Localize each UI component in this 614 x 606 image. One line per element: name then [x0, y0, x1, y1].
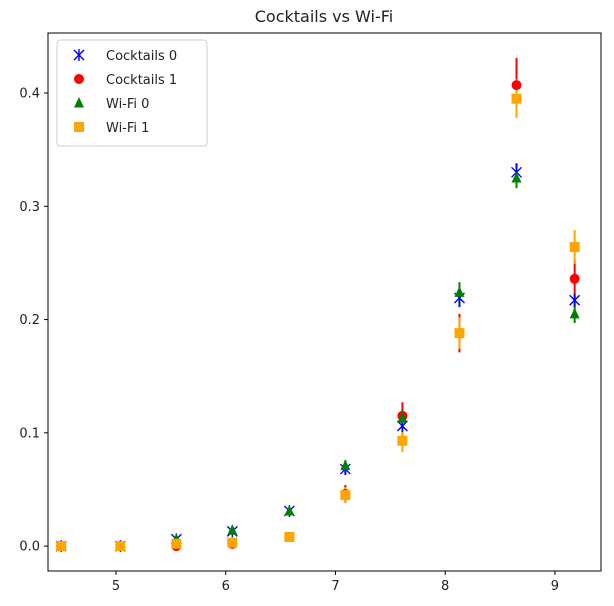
y-tick-label: 0.4	[19, 87, 40, 102]
wi-fi-1-point	[454, 328, 465, 339]
x-tick-label: 8	[441, 579, 449, 594]
chart-title: Cocktails vs Wi-Fi	[255, 7, 393, 26]
x-tick-label: 6	[222, 579, 230, 594]
wi-fi-0-point	[340, 459, 351, 471]
wi-fi-0-point	[397, 412, 408, 423]
x-axis: 5 6 7 8 9	[112, 571, 559, 594]
markers-layer	[55, 80, 581, 553]
plot-frame	[47, 32, 602, 572]
x-tick-label: 7	[331, 579, 339, 594]
y-tick-label: 0.2	[19, 313, 40, 328]
x-tick-label: 5	[112, 579, 120, 594]
cocktails-0-point	[569, 294, 581, 307]
wi-fi-0-point	[454, 286, 465, 297]
wi-fi-1-point	[340, 490, 351, 501]
wi-fi-1-point	[284, 532, 295, 543]
cocktails-1-point	[511, 80, 522, 91]
errorbars-layer	[175, 57, 576, 549]
x-tick-label: 9	[551, 579, 559, 594]
legend-cocktails-0-marker	[73, 49, 85, 61]
wi-fi-1-point	[227, 537, 238, 548]
y-tick-label: 0.3	[19, 200, 40, 215]
y-tick-label: 0.0	[19, 540, 40, 555]
legend: Cocktails 0 Cocktails 1 Wi-Fi 0 Wi-Fi 1	[56, 39, 208, 147]
wi-fi-1-point	[569, 242, 580, 253]
wi-fi-1-point	[397, 435, 408, 446]
y-axis: 0.0 0.1 0.2 0.3 0.4	[19, 87, 48, 555]
wi-fi-1-point	[115, 541, 126, 552]
legend-cocktails-0-label: Cocktails 0	[106, 49, 177, 64]
legend-cocktails-1-label: Cocktails 1	[106, 73, 177, 88]
legend-wi-fi-0-marker	[74, 97, 84, 108]
y-tick-label: 0.1	[19, 426, 40, 441]
wi-fi-1-point	[56, 541, 67, 552]
wi-fi-1-point	[511, 93, 522, 104]
wi-fi-0-point	[569, 307, 580, 319]
legend-wi-fi-1-marker	[74, 122, 84, 132]
wi-fi-0-point	[227, 524, 238, 535]
wi-fi-0-point	[511, 171, 522, 183]
wi-fi-0-point	[284, 504, 295, 516]
legend-wi-fi-1-label: Wi-Fi 1	[106, 121, 149, 136]
wi-fi-1-point	[171, 538, 182, 549]
cocktails-1-point	[569, 273, 580, 284]
legend-cocktails-1-marker	[74, 74, 84, 84]
legend-box	[56, 39, 208, 147]
legend-wi-fi-0-label: Wi-Fi 0	[106, 97, 149, 112]
